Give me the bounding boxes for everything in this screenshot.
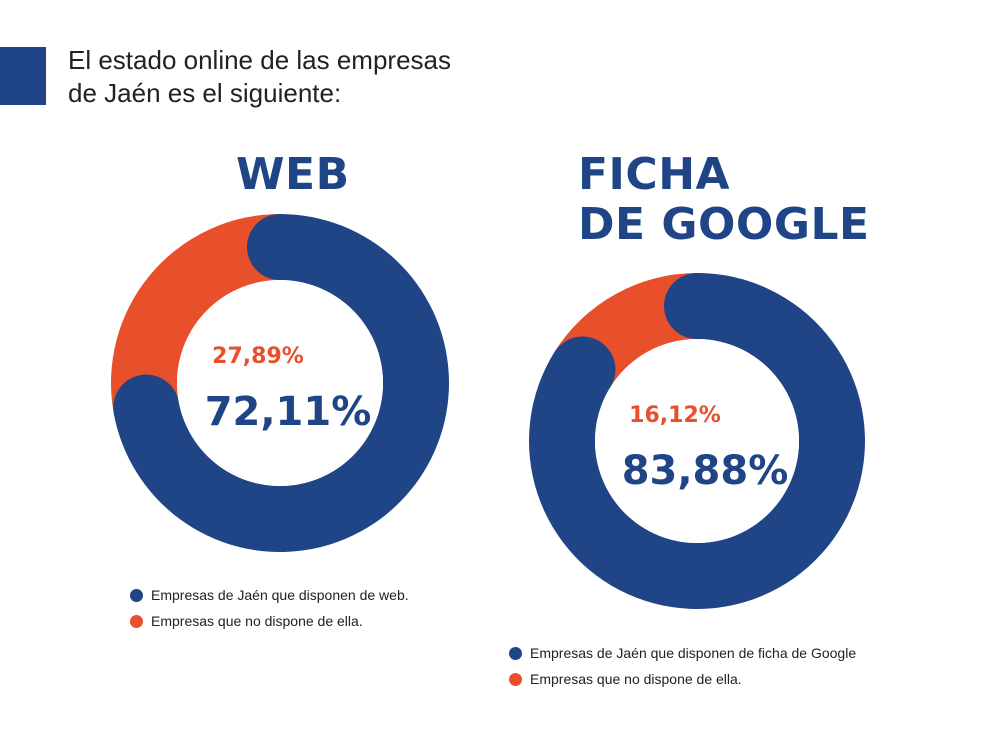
donut-slice-end-cap (113, 374, 180, 441)
heading-line-2: de Jaén es el siguiente: (68, 78, 342, 108)
data-label-absent: 27,89% (212, 344, 304, 369)
legend-item: Empresas que no dispone de ella. (130, 608, 409, 634)
page-heading: El estado online de las empresas de Jaén… (68, 44, 451, 110)
data-label-present: 83,88% (622, 448, 789, 494)
data-label-present: 72,11% (205, 389, 372, 435)
legend-label: Empresas que no dispone de ella. (530, 671, 742, 687)
donut-slice-absent (111, 214, 280, 414)
chart-title-line: DE GOOGLE (578, 199, 870, 250)
chart-title-web: WEB (236, 150, 350, 200)
donut-chart-web: 27,89% 72,11% (111, 214, 450, 552)
legend-item: Empresas que no dispone de ella. (509, 666, 856, 692)
chart-title-google: FICHA DE GOOGLE (578, 150, 870, 250)
legend-web: Empresas de Jaén que disponen de web. Em… (130, 582, 409, 634)
legend-google: Empresas de Jaén que disponen de ficha d… (509, 640, 856, 692)
legend-label: Empresas que no dispone de ella. (151, 613, 363, 629)
legend-label: Empresas de Jaén que disponen de web. (151, 587, 409, 603)
donut-slice-end-cap (549, 336, 616, 403)
legend-item: Empresas de Jaén que disponen de web. (130, 582, 409, 608)
donut-slice-start-cap (664, 273, 730, 339)
heading-line-1: El estado online de las empresas (68, 45, 452, 75)
legend-swatch (509, 672, 522, 686)
accent-block (0, 47, 46, 105)
legend-swatch (130, 614, 143, 628)
chart-title-line: FICHA (578, 149, 731, 200)
legend-swatch (130, 588, 143, 602)
data-label-absent: 16,12% (629, 403, 721, 428)
donut-slice-present (113, 214, 450, 552)
legend-label: Empresas de Jaén que disponen de ficha d… (530, 645, 857, 661)
donut-hole (177, 280, 383, 486)
legend-swatch (509, 646, 522, 660)
donut-slice-start-cap (247, 214, 313, 280)
donut-hole (595, 339, 799, 543)
legend-item: Empresas de Jaén que disponen de ficha d… (509, 640, 856, 666)
donut-slice-present (529, 273, 865, 609)
donut-chart-google: 16,12% 83,88% (529, 273, 865, 609)
chart-title-line: WEB (236, 149, 350, 200)
